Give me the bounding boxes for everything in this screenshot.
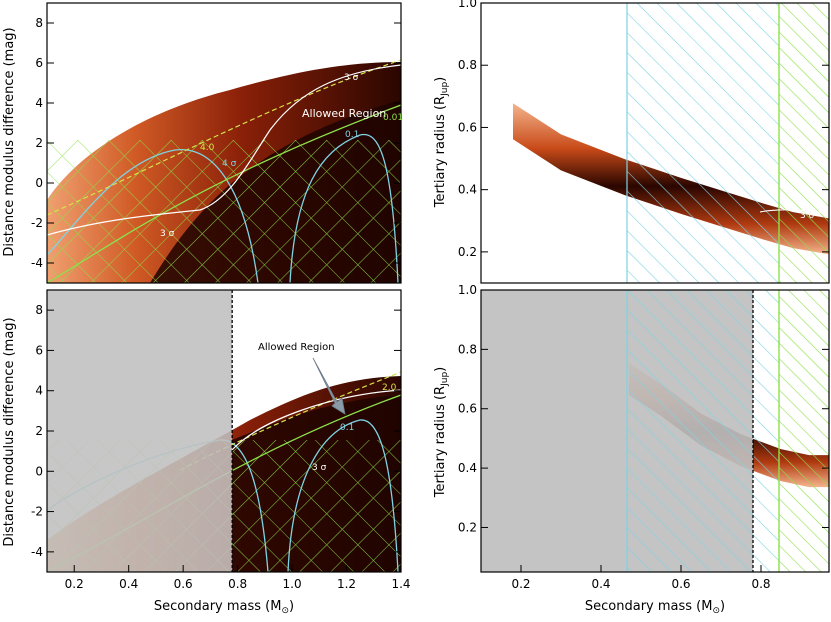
y-tick-label: 0.8	[458, 342, 477, 356]
x-ticks: 0.2 0.4 0.6 0.8	[511, 565, 771, 591]
x-tick-label: 1.0	[283, 577, 302, 591]
panel-bottom-right: 0.2 0.4 0.6 0.8 1.0 0.2 0.4 0.6 0.8 Tertiary ra…	[433, 283, 830, 616]
x-tick-label: 0.8	[751, 577, 770, 591]
x-tick-label: 0.6	[671, 577, 690, 591]
annotation-0.01: 0.01	[383, 113, 403, 123]
x-tick-label: 1.4	[391, 577, 410, 591]
cyan-contour	[47, 149, 259, 283]
y-axis-label: Tertiary radius (RJup)	[433, 367, 450, 499]
y-tick-label: 0.2	[458, 520, 477, 534]
y-tick-label: 8	[35, 303, 43, 317]
y-tick-label: -4	[31, 256, 43, 270]
x-tick-label: 1.2	[337, 577, 356, 591]
annotation-4sigma: 4.0	[200, 143, 215, 153]
cyan-contour-2	[287, 419, 399, 572]
annotation-0.1-b: 0.1	[345, 130, 359, 140]
y-tick-label: 0.4	[458, 183, 477, 197]
y-tick-label: 2	[35, 424, 43, 438]
y-ticks: -4 -2 0 2 4 6 8	[31, 303, 401, 559]
x-ticks: 0.2 0.4 0.6 0.8 1.0 1.2 1.4	[65, 565, 411, 591]
white-contour-3sigma	[759, 209, 829, 215]
y-tick-label: 1.0	[458, 283, 477, 297]
panel-top-left: Allowed Region 3 σ 4.0 4 σ 0.1 3 σ 0.01 …	[2, 2, 403, 284]
y-axis-label: Tertiary radius (RJup)	[433, 77, 450, 209]
panel-bottom-left: Allowed Region 2.0 0.1 3 σ -4 -2 0 2 4 6 8 0.2…	[2, 289, 411, 616]
plot-frame	[480, 289, 830, 573]
excluded-gray-region	[47, 290, 233, 572]
x-axis-label: Secondary mass (M⊙)	[154, 599, 294, 616]
cyan-hatch-region	[627, 3, 779, 283]
y-tick-label: 2	[35, 136, 43, 150]
y-tick-label: 4	[35, 384, 43, 398]
y-tick-label: 1.0	[458, 0, 477, 10]
y-ticks: -4 -2 0 2 4 6 8	[31, 16, 401, 270]
white-contour-3sigma	[231, 389, 401, 451]
green-hatch-region	[779, 3, 829, 283]
y-tick-label: 6	[35, 56, 43, 70]
annotation-3sigma: 3 σ	[800, 211, 815, 221]
annotation-3sigma: 3 σ	[312, 463, 327, 473]
annotation-allowed-region: Allowed Region	[258, 342, 335, 353]
y-ticks: 0.2 0.4 0.6 0.8 1.0	[458, 283, 829, 534]
y-tick-label: -2	[31, 505, 43, 519]
annotation-3sigma: 3 σ	[344, 73, 359, 83]
annotation-0.1: 4 σ	[222, 159, 237, 169]
y-axis-label: Distance modulus difference (mag)	[2, 27, 17, 256]
x-tick-label: 0.2	[65, 577, 84, 591]
green-dashed-contour	[47, 59, 401, 216]
y-tick-label: 0.2	[458, 245, 477, 259]
panel-top-right: 3 σ 0.2 0.4 0.6 0.8 1.0 Tertiary radius (RJu…	[433, 0, 830, 284]
x-axis-label: Secondary mass (M⊙)	[585, 599, 725, 616]
y-tick-label: 0	[35, 176, 43, 190]
x-tick-label: 0.4	[119, 577, 138, 591]
y-tick-label: 0.8	[458, 58, 477, 72]
y-tick-label: 0.6	[458, 402, 477, 416]
y-axis-label: Distance modulus difference (mag)	[2, 317, 17, 546]
green-contour	[47, 104, 401, 283]
plot-frame	[480, 2, 830, 284]
x-tick-label: 0.6	[174, 577, 193, 591]
y-tick-label: 6	[35, 343, 43, 357]
x-tick-label: 0.4	[591, 577, 610, 591]
green-hatch-region	[779, 290, 829, 572]
y-tick-label: -4	[31, 545, 43, 559]
y-tick-label: 0.6	[458, 120, 477, 134]
annotation-0.1: 0.1	[340, 423, 354, 433]
x-tick-label: 0.8	[228, 577, 247, 591]
y-tick-label: 0.4	[458, 461, 477, 475]
cyan-contour-2	[289, 133, 399, 283]
y-tick-label: 0	[35, 464, 43, 478]
annotation-3sigma-b: 3 σ	[160, 229, 175, 239]
y-tick-label: 8	[35, 16, 43, 30]
y-tick-label: 4	[35, 96, 43, 110]
allowed-region-arrow	[312, 357, 346, 415]
white-contour-3sigma	[47, 64, 401, 236]
cyan-hatch-region	[627, 290, 779, 572]
annotation-allowed-region: Allowed Region	[302, 107, 386, 120]
y-ticks: 0.2 0.4 0.6 0.8 1.0	[458, 0, 829, 259]
y-tick-label: -2	[31, 216, 43, 230]
x-tick-label: 0.2	[511, 577, 530, 591]
annotation-2.0: 2.0	[382, 383, 397, 393]
